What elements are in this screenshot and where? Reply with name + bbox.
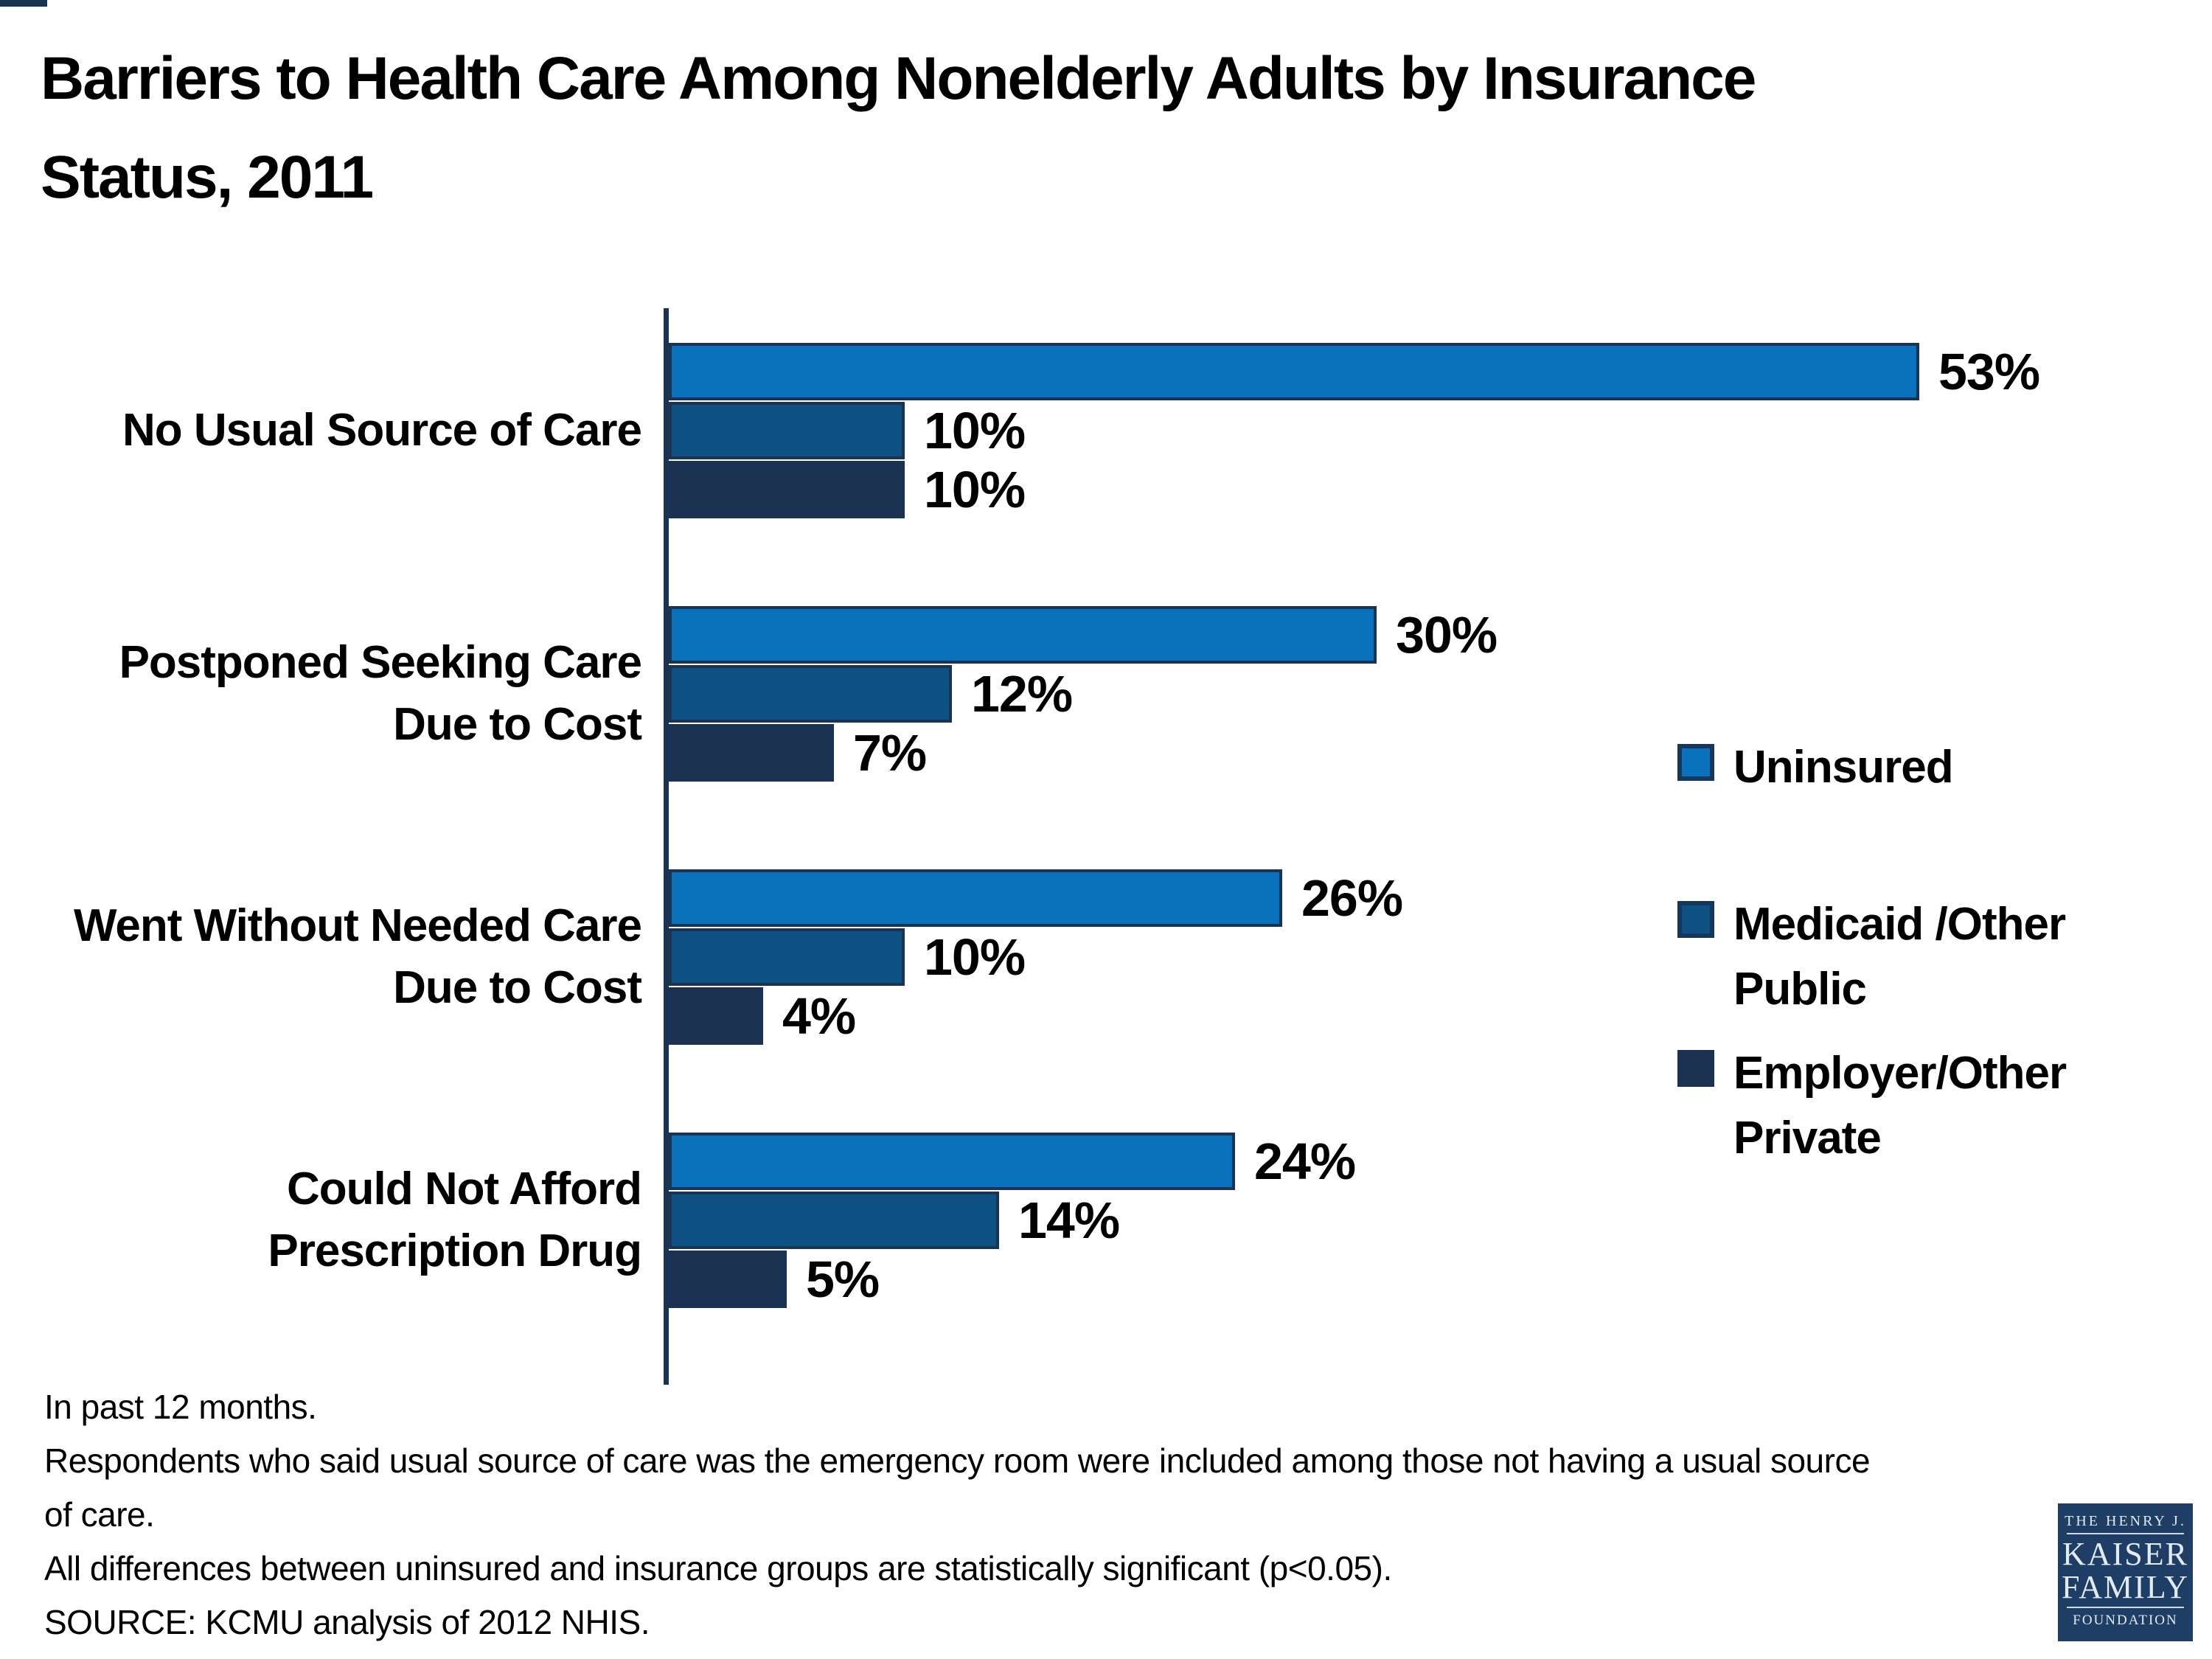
- bar-value-label: 10%: [924, 402, 1026, 459]
- bar-value-label: 30%: [1396, 606, 1498, 664]
- kff-logo: THE HENRY J. KAISER FAMILY FOUNDATION: [2058, 1503, 2193, 1641]
- bar-value-label: 4%: [782, 987, 856, 1045]
- top-left-accent-bar: [0, 0, 47, 7]
- bar-value-label: 24%: [1254, 1133, 1356, 1190]
- logo-bottom-line: FOUNDATION: [2073, 1613, 2178, 1628]
- category-label: Went Without Needed Care Due to Cost: [29, 895, 642, 1019]
- legend-label: Medicaid /Other Public: [1733, 892, 2066, 1022]
- legend-swatch: [1677, 1050, 1714, 1087]
- bar: [669, 869, 1282, 927]
- bar-value-label: 53%: [1938, 343, 2040, 400]
- legend-swatch: [1677, 744, 1714, 781]
- bar: [669, 724, 834, 782]
- category-label-line: Prescription Drug: [268, 1225, 642, 1276]
- bar: [669, 1251, 787, 1308]
- bar: [669, 343, 1919, 400]
- logo-name-line-2: FAMILY: [2061, 1569, 2189, 1605]
- logo-top-line: THE HENRY J.: [2065, 1513, 2186, 1529]
- logo-divider-bottom: [2067, 1607, 2184, 1608]
- bar: [669, 928, 905, 986]
- logo-divider-top: [2067, 1533, 2184, 1534]
- footnote-line: All differences between uninsured and in…: [44, 1549, 1392, 1587]
- footnotes: In past 12 months. Respondents who said u…: [44, 1380, 2146, 1649]
- legend-item: Employer/Other Private: [1677, 1041, 2067, 1171]
- category-label: Could Not Afford Prescription Drug: [29, 1158, 642, 1282]
- category-label-line: Went Without Needed Care: [73, 900, 642, 951]
- category-label-line: Due to Cost: [393, 962, 642, 1013]
- bar-value-label: 7%: [853, 724, 927, 782]
- page-title-line-1: Barriers to Health Care Among Nonelderly…: [41, 45, 1756, 112]
- bar: [669, 402, 905, 459]
- legend-item: Medicaid /Other Public: [1677, 892, 2066, 1022]
- category-label-line: Postponed Seeking Care: [119, 637, 642, 688]
- footnote-line: of care.: [44, 1495, 155, 1534]
- legend-label: Uninsured: [1733, 735, 1954, 800]
- category-label: Postponed Seeking Care Due to Cost: [29, 632, 642, 756]
- category-label-line: Due to Cost: [393, 699, 642, 750]
- category-label: No Usual Source of Care: [29, 400, 642, 462]
- footnote-line: Respondents who said usual source of car…: [44, 1441, 1871, 1480]
- legend-label: Employer/Other Private: [1733, 1041, 2067, 1171]
- page-title-line-2: Status, 2011: [41, 144, 374, 211]
- legend-item: Uninsured: [1677, 735, 1954, 800]
- legend-label-line: Public: [1733, 964, 1867, 1015]
- bar: [669, 1133, 1235, 1190]
- bar-value-label: 12%: [971, 665, 1073, 723]
- logo-name-line-1: KAISER: [2062, 1536, 2188, 1572]
- legend-label-line: Employer/Other: [1733, 1048, 2067, 1099]
- category-label-line: No Usual Source of Care: [122, 405, 642, 456]
- legend-label-line: Medicaid /Other: [1733, 899, 2066, 950]
- bar: [669, 665, 952, 723]
- bar: [669, 461, 905, 518]
- bar-value-label: 10%: [924, 928, 1026, 986]
- footnote-line: SOURCE: KCMU analysis of 2012 NHIS.: [44, 1603, 650, 1641]
- bar: [669, 606, 1377, 664]
- bar-value-label: 5%: [806, 1251, 880, 1308]
- bar-value-label: 14%: [1018, 1192, 1120, 1249]
- bar: [669, 987, 763, 1045]
- footnote-line: In past 12 months.: [44, 1388, 317, 1426]
- bar-value-label: 10%: [924, 461, 1026, 518]
- category-label-line: Could Not Afford: [287, 1164, 642, 1214]
- legend-label-line: Private: [1733, 1113, 1882, 1164]
- bar: [669, 1192, 999, 1249]
- y-axis-line: [664, 308, 669, 1385]
- page-title: Barriers to Health Care Among Nonelderly…: [41, 29, 2164, 227]
- bar-value-label: 26%: [1301, 869, 1403, 927]
- legend-label-line: Uninsured: [1733, 742, 1954, 793]
- legend-swatch: [1677, 901, 1714, 938]
